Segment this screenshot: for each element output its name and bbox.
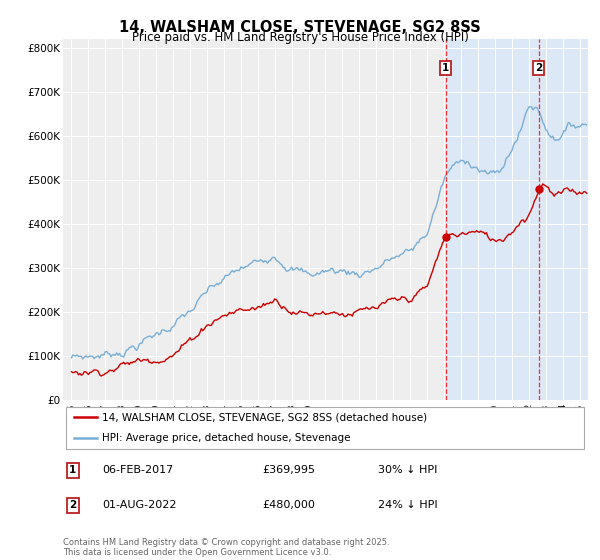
Text: £369,995: £369,995 xyxy=(263,465,316,475)
Text: HPI: Average price, detached house, Stevenage: HPI: Average price, detached house, Stev… xyxy=(103,433,351,444)
FancyBboxPatch shape xyxy=(65,407,584,449)
Text: 14, WALSHAM CLOSE, STEVENAGE, SG2 8SS (detached house): 14, WALSHAM CLOSE, STEVENAGE, SG2 8SS (d… xyxy=(103,412,427,422)
Text: 14, WALSHAM CLOSE, STEVENAGE, SG2 8SS: 14, WALSHAM CLOSE, STEVENAGE, SG2 8SS xyxy=(119,20,481,35)
Text: 2: 2 xyxy=(70,501,77,510)
Text: £480,000: £480,000 xyxy=(263,501,316,510)
Text: 1: 1 xyxy=(70,465,77,475)
Text: 1: 1 xyxy=(442,63,449,73)
Text: 01-AUG-2022: 01-AUG-2022 xyxy=(103,501,177,510)
Text: 06-FEB-2017: 06-FEB-2017 xyxy=(103,465,173,475)
Bar xyxy=(446,39,588,400)
Text: 24% ↓ HPI: 24% ↓ HPI xyxy=(378,501,437,510)
Text: 2: 2 xyxy=(535,63,542,73)
Text: 30% ↓ HPI: 30% ↓ HPI xyxy=(378,465,437,475)
Text: Price paid vs. HM Land Registry's House Price Index (HPI): Price paid vs. HM Land Registry's House … xyxy=(131,31,469,44)
Text: Contains HM Land Registry data © Crown copyright and database right 2025.
This d: Contains HM Land Registry data © Crown c… xyxy=(63,538,389,557)
